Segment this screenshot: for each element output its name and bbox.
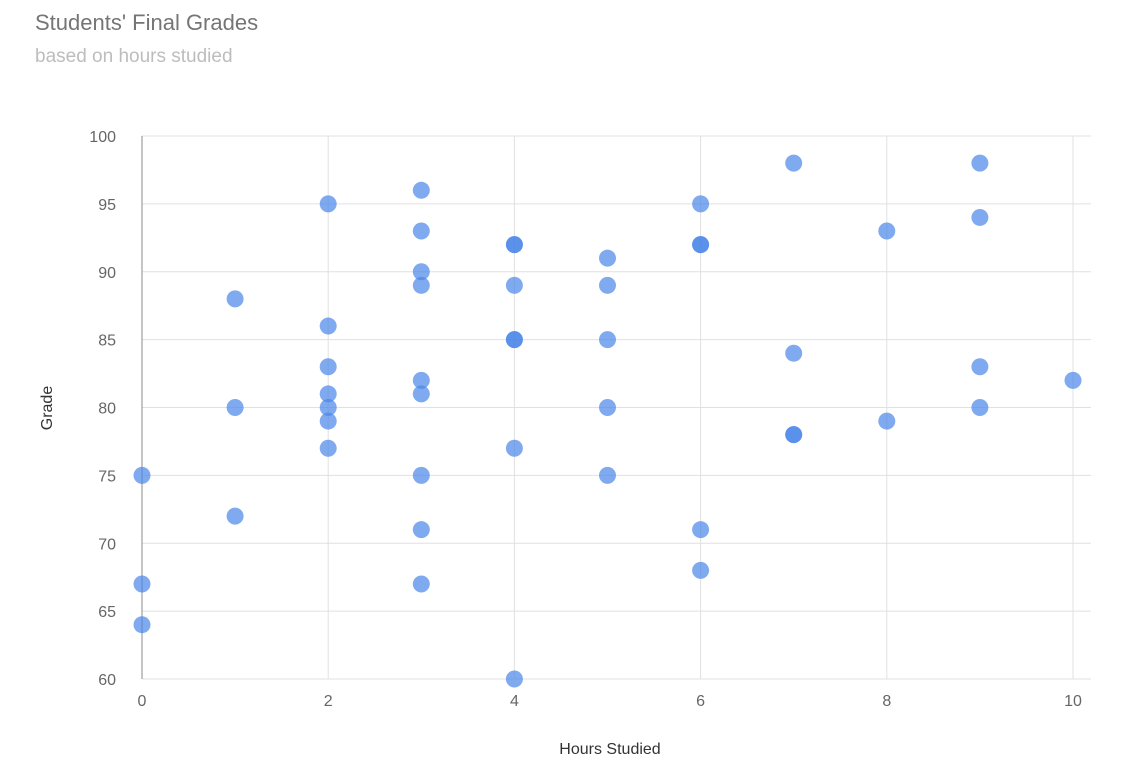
data-point [412, 276, 430, 294]
x-tick-label: 6 [696, 693, 705, 710]
data-point [971, 154, 989, 172]
data-point [971, 399, 989, 416]
data-point [692, 521, 710, 539]
data-point [319, 195, 337, 213]
data-point [133, 616, 151, 634]
x-tick-label: 0 [138, 693, 147, 710]
data-points [133, 154, 1082, 688]
data-point [412, 466, 430, 484]
y-axis-title: Grade [39, 386, 56, 431]
data-point [599, 276, 616, 294]
data-point [505, 439, 523, 457]
data-point [599, 466, 616, 484]
data-point [599, 399, 616, 416]
data-point [319, 317, 337, 335]
data-point [505, 236, 523, 254]
chart-title: Students' Final Grades [35, 10, 259, 35]
data-point [133, 575, 151, 593]
data-point [505, 276, 523, 294]
data-point [599, 331, 616, 349]
x-tick-label: 2 [324, 693, 333, 710]
data-point [412, 181, 430, 199]
data-point [505, 670, 523, 688]
data-point [226, 399, 244, 416]
data-point [599, 249, 616, 267]
data-point [971, 358, 989, 376]
y-tick-label: 60 [98, 672, 116, 689]
data-point [412, 521, 430, 539]
data-point [785, 426, 803, 444]
y-tick-label: 85 [98, 333, 116, 350]
data-point [133, 466, 151, 484]
data-point [226, 290, 244, 308]
x-tick-label: 8 [882, 693, 891, 710]
data-point [878, 412, 896, 430]
data-point [412, 385, 430, 403]
x-axis-ticks: 0 2 4 6 8 10 [138, 693, 1082, 710]
y-tick-label: 70 [98, 536, 116, 553]
x-tick-label: 10 [1064, 693, 1082, 710]
data-point [1064, 371, 1082, 389]
data-point [971, 208, 989, 226]
data-point [878, 222, 896, 240]
data-point [412, 575, 430, 593]
y-tick-label: 80 [98, 401, 116, 418]
data-point [692, 195, 710, 213]
data-point [319, 385, 337, 403]
data-point [692, 561, 710, 579]
y-tick-label: 90 [98, 265, 116, 282]
y-tick-label: 95 [98, 197, 116, 214]
y-tick-label: 100 [89, 129, 116, 146]
data-point [319, 399, 337, 416]
data-point [319, 412, 337, 430]
chart-subtitle: based on hours studied [35, 46, 233, 67]
grid-lines [141, 135, 1091, 680]
data-point [412, 222, 430, 240]
y-axis-ticks: 60 65 70 75 80 85 90 95 100 [89, 129, 116, 689]
y-tick-label: 65 [98, 604, 116, 621]
data-point [226, 507, 244, 525]
data-point [319, 439, 337, 457]
x-tick-label: 4 [510, 693, 519, 710]
data-point [412, 371, 430, 389]
data-point [785, 154, 803, 172]
data-point [785, 344, 803, 362]
y-tick-label: 75 [98, 468, 116, 485]
data-point [319, 358, 337, 376]
x-axis-title: Hours Studied [559, 741, 660, 758]
data-point [692, 236, 710, 254]
data-point [412, 263, 430, 281]
data-point [505, 331, 523, 349]
